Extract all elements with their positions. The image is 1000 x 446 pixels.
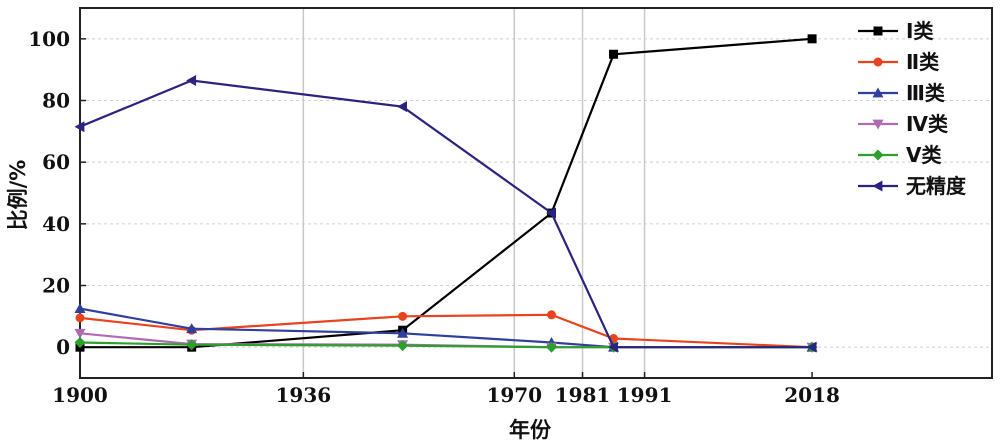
plot-frame: [79, 7, 993, 379]
data-point: [74, 328, 86, 339]
y-tick-label: 80: [42, 89, 70, 113]
legend-label: Ⅴ类: [906, 143, 941, 167]
legend-marker: [873, 26, 883, 36]
x-tick-label: 1981: [555, 383, 611, 407]
x-tick-label: 1900: [52, 383, 108, 407]
legend-item: Ⅴ类: [858, 143, 941, 167]
y-tick-label: 100: [28, 27, 70, 51]
data-point: [74, 303, 86, 314]
data-point: [807, 34, 817, 44]
series-4: [74, 328, 818, 353]
y-tick-label: 60: [42, 150, 70, 174]
data-point: [547, 310, 557, 320]
series-6: [74, 74, 817, 353]
axis-ticks: [79, 38, 813, 378]
legend-item: Ⅰ类: [858, 19, 933, 43]
data-point: [546, 207, 556, 219]
x-tick-label: 1991: [617, 383, 673, 407]
y-tick-label: 0: [56, 335, 70, 359]
data-point: [609, 49, 619, 59]
legend-label: Ⅳ类: [906, 112, 948, 136]
legend-label: Ⅰ类: [906, 19, 933, 43]
y-tick-labels: 0 20 40 60 80 100: [28, 27, 70, 359]
data-point: [75, 313, 85, 323]
data-point: [398, 311, 408, 321]
legend-item: 无精度: [858, 174, 967, 198]
y-tick-label: 20: [42, 274, 70, 298]
gridlines: [80, 8, 992, 378]
legend-marker: [873, 57, 883, 67]
x-tick-label: 2018: [784, 383, 840, 407]
data-point: [74, 337, 86, 349]
data-point: [546, 341, 558, 353]
data-point: [608, 341, 618, 353]
legend-marker: [872, 87, 884, 98]
series-line: [79, 79, 813, 349]
data-point: [186, 74, 197, 86]
legend-label: 无精度: [906, 174, 967, 198]
y-axis-title: 比例/%: [6, 160, 30, 231]
data-point: [397, 327, 409, 338]
x-tick-label: 1970: [486, 383, 542, 407]
legend-marker: [872, 119, 884, 130]
data-point: [397, 340, 409, 352]
legend-label: Ⅲ类: [906, 81, 945, 105]
legend-item: Ⅲ类: [858, 81, 945, 105]
legend-item: Ⅱ类: [858, 50, 939, 74]
x-tick-label: 1936: [276, 383, 332, 407]
series-line: [79, 313, 813, 349]
x-axis-title: 年份: [509, 418, 552, 442]
series-line: [80, 37, 813, 349]
x-tick-labels: 1900 1936 1970 1981 1991 2018: [52, 383, 840, 407]
data-point: [397, 101, 408, 113]
data-point: [186, 323, 198, 334]
y-tick-label: 40: [42, 212, 70, 236]
data-point: [74, 121, 85, 133]
data-point: [806, 341, 817, 353]
legend-marker: [872, 180, 883, 192]
series-layer: [74, 34, 818, 353]
legend-item: Ⅳ类: [858, 112, 948, 136]
legend-marker: [872, 149, 884, 161]
legend-label: Ⅱ类: [906, 50, 939, 74]
data-point: [186, 339, 198, 351]
